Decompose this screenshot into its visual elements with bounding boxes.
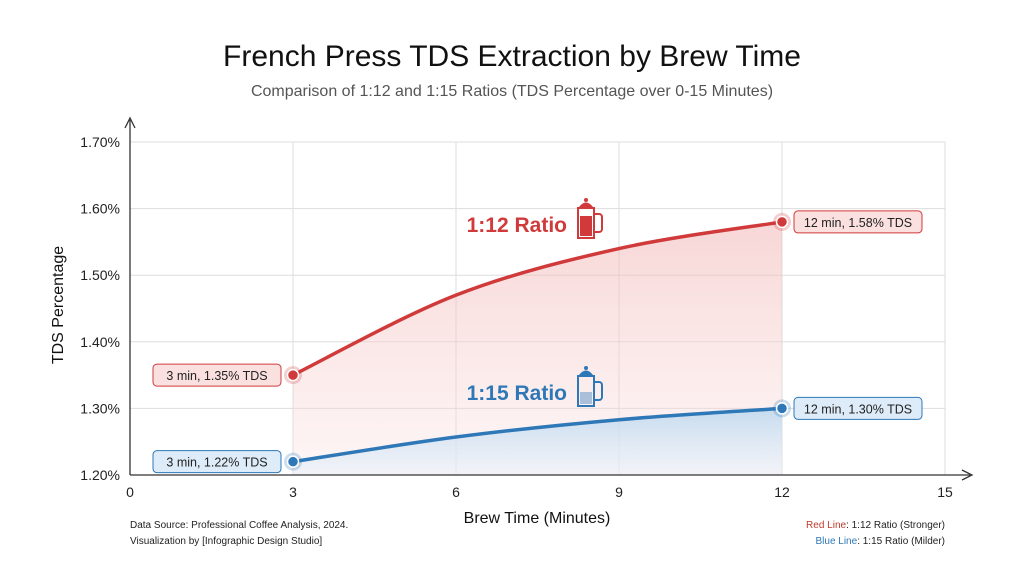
blue-series-label: 1:15 Ratio <box>467 382 567 405</box>
french-press-handle <box>594 213 603 233</box>
red-line <box>291 220 784 377</box>
blue-point <box>286 455 300 468</box>
legend-blue: Blue Line: 1:15 Ratio (Milder) <box>815 536 945 547</box>
french-press-body <box>577 375 595 407</box>
x-tick-label: 6 <box>452 484 460 500</box>
legend-blue-key: Blue Line <box>815 536 857 547</box>
blue-annotation-label: 12 min, 1.30% TDS <box>804 402 912 416</box>
french-press-body <box>577 207 595 239</box>
blue-annotation-box <box>152 450 282 474</box>
x-axis-label: Brew Time (Minutes) <box>464 510 611 527</box>
blue-point <box>775 402 789 415</box>
french-press-lid <box>579 202 593 207</box>
french-press-knob <box>584 198 588 202</box>
x-tick-label: 15 <box>937 484 953 500</box>
y-axis-arrow-icon <box>124 116 136 129</box>
credit-line: Visualization by [Infographic Design Stu… <box>130 536 322 547</box>
x-tick-label: 0 <box>126 484 134 500</box>
x-tick-label: 3 <box>289 484 297 500</box>
red-point <box>775 215 789 229</box>
french-press-icon <box>577 198 603 239</box>
x-tick-label: 9 <box>615 484 623 500</box>
red-point <box>286 368 300 382</box>
red-annotation-box <box>793 210 923 234</box>
y-tick-label: 1.40% <box>80 334 120 350</box>
french-press-liquid <box>580 216 592 236</box>
legend-red: Red Line: 1:12 Ratio (Stronger) <box>806 520 945 531</box>
red-annotation-label: 3 min, 1.35% TDS <box>166 369 267 383</box>
y-tick-label: 1.70% <box>80 134 120 150</box>
x-tick-label: 12 <box>774 484 790 500</box>
y-tick-label: 1.30% <box>80 400 120 416</box>
legend-red-key: Red Line <box>806 520 846 531</box>
french-press-liquid <box>580 392 592 404</box>
french-press-knob <box>584 366 588 370</box>
blue-line <box>291 406 784 464</box>
y-tick-label: 1.60% <box>80 201 120 217</box>
y-tick-label: 1.50% <box>80 267 120 283</box>
red-area <box>293 221 782 475</box>
red-annotation-label: 12 min, 1.58% TDS <box>804 216 912 230</box>
x-axis-arrow-icon <box>961 469 974 481</box>
french-press-lid <box>579 370 593 375</box>
legend-red-text: : 1:12 Ratio (Stronger) <box>846 520 945 531</box>
y-tick-label: 1.20% <box>80 467 120 483</box>
areas <box>293 221 782 475</box>
ticks: 0 3 6 9 12 15 1.20% 1.30% 1.40% 1.50% 1.60% 1.70% <box>80 134 953 500</box>
red-annotation-box <box>152 363 282 387</box>
axes <box>124 116 974 481</box>
source-line: Data Source: Professional Coffee Analysi… <box>130 520 348 531</box>
lines <box>284 212 791 471</box>
annotations: 3 min, 1.35% TDS 12 min, 1.58% TDS 1:12 Ra… <box>152 198 923 474</box>
chart-subtitle: Comparison of 1:12 and 1:15 Ratios (TDS … <box>251 83 773 100</box>
blue-area <box>293 408 782 475</box>
blue-annotation-label: 3 min, 1.22% TDS <box>166 456 267 470</box>
blue-annotation-box <box>793 396 923 420</box>
y-axis-label: TDS Percentage <box>50 246 67 364</box>
red-series-label: 1:12 Ratio <box>467 214 567 237</box>
chart-title: French Press TDS Extraction by Brew Time <box>223 40 801 73</box>
french-press-handle <box>594 381 603 401</box>
legend-blue-text: : 1:15 Ratio (Milder) <box>857 536 945 547</box>
french-press-icon <box>577 366 603 407</box>
